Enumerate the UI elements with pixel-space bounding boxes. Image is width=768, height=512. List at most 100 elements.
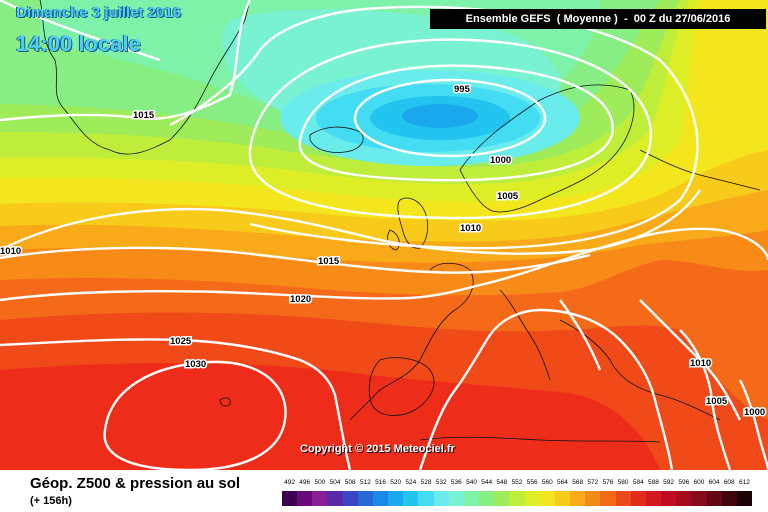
iberia-coast: [368, 357, 435, 416]
scale-swatch: [630, 491, 647, 506]
scale-label: 536: [450, 479, 462, 486]
isobar-1000-east: [738, 379, 768, 470]
scale-label: 512: [359, 479, 371, 486]
scale-label: 596: [678, 479, 690, 486]
scale-label: 576: [602, 479, 614, 486]
scale-swatch: [721, 491, 738, 506]
isobar-1005: [248, 38, 653, 220]
lead-time: (+ 156h): [30, 495, 72, 507]
forecast-date: Dimanche 3 juillet 2016: [16, 4, 182, 21]
scale-label: 516: [375, 479, 386, 486]
scale-label: 604: [708, 479, 720, 486]
scale-label: 612: [738, 479, 750, 486]
isobar-label: 995: [454, 84, 471, 95]
scale-label: 588: [648, 479, 659, 486]
isobar-label: 1025: [170, 336, 192, 347]
isobar-label: 1020: [290, 294, 311, 305]
isobar-1000: [298, 64, 614, 182]
scale-swatch: [479, 491, 495, 506]
scale-swatch: [433, 491, 450, 506]
scale-label: 496: [299, 479, 311, 486]
isobar-1025-b: [418, 308, 674, 470]
scale-swatch: [388, 491, 404, 506]
isobar-1020: [0, 227, 768, 302]
scale-swatch: [327, 491, 344, 506]
scale-swatch: [661, 491, 677, 506]
pressure-geopotential-map: 995 1000 1005 1010 1015 1015 1010 1020 1…: [0, 0, 768, 470]
isobar-label: 1015: [318, 256, 340, 267]
scale-swatch: [585, 491, 601, 506]
isobar-label: 1000: [490, 155, 511, 166]
scale-swatch: [448, 491, 465, 506]
scale-swatch: [691, 491, 707, 506]
scale-label: 520: [390, 479, 402, 486]
isobars: [0, 0, 768, 470]
scale-label: 564: [557, 479, 568, 486]
scale-swatch: [645, 491, 662, 506]
scale-label: 568: [572, 479, 584, 486]
isobar-1005-east: [679, 329, 732, 470]
scale-swatch: [570, 491, 586, 506]
france-coast: [349, 262, 474, 421]
azores-island: [219, 397, 231, 407]
scale-swatch: [372, 491, 389, 506]
scale-label: 560: [541, 479, 553, 486]
scale-label: 500: [314, 479, 326, 486]
scale-label: 532: [435, 479, 447, 486]
isobar-label: 1005: [706, 396, 728, 407]
africa-coast: [419, 436, 661, 443]
isobar-label: 1015: [133, 110, 155, 121]
copyright-notice: Copyright © 2015 Meteociel.fr: [300, 443, 455, 455]
isobar-label: 1005: [497, 191, 519, 202]
scale-swatch: [312, 491, 328, 506]
isobar-label: 1010: [460, 223, 481, 234]
scale-label: 556: [526, 479, 538, 486]
isobar-italy: [559, 299, 602, 371]
scale-label: 508: [344, 479, 356, 486]
isobar-1025-a: [0, 338, 352, 470]
isobar-labels: 995 1000 1005 1010 1015 1015 1010 1020 1…: [0, 83, 767, 420]
scale-swatch: [418, 491, 435, 506]
scale-swatch: [342, 491, 359, 506]
scale-label: 528: [420, 479, 432, 486]
scale-label: 600: [693, 479, 705, 486]
coastlines: [39, 0, 761, 443]
scale-swatch: [600, 491, 617, 506]
britain-coast: [397, 197, 429, 249]
scale-swatch: [676, 491, 692, 506]
italy-coast: [499, 289, 551, 381]
scale-label: 592: [663, 479, 675, 486]
scale-swatch: [539, 491, 556, 506]
scale-label: 524: [405, 479, 417, 486]
model-run-info: Ensemble GEFS ( Moyenne ) - 00 Z du 27/0…: [430, 9, 766, 29]
scale-label: 552: [511, 479, 523, 486]
legend-bar: Géop. Z500 & pression au sol (+ 156h) 49…: [0, 470, 768, 512]
isobar-label: 1010: [690, 358, 711, 369]
scale-label: 544: [481, 479, 493, 486]
scale-swatch: [463, 491, 480, 506]
scale-swatch: [706, 491, 723, 506]
scale-swatch: [736, 491, 753, 506]
scale-swatch: [282, 491, 298, 506]
scale-label: 504: [329, 479, 341, 486]
scale-swatch: [509, 491, 526, 506]
scale-swatch: [357, 491, 374, 506]
isobar-label: 1000: [744, 407, 765, 418]
field-title: Géop. Z500 & pression au sol: [30, 475, 241, 492]
scale-swatch: [494, 491, 510, 506]
isobar-label: 1010: [0, 246, 21, 257]
greenland-coast: [39, 0, 251, 155]
scale-swatch: [524, 491, 541, 506]
isobar-label: 1030: [185, 359, 206, 370]
isobar-1030: [103, 360, 287, 470]
isobar-1015-south: [0, 246, 591, 274]
forecast-local-time: 14:00 locale: [16, 31, 141, 56]
isobar-greenland: [0, 0, 161, 62]
scale-label: 608: [723, 479, 735, 486]
scale-label: 584: [632, 479, 644, 486]
scale-swatch: [615, 491, 632, 506]
balkans-coast: [559, 319, 721, 421]
ireland-coast: [387, 229, 400, 251]
russia-coast: [639, 149, 761, 191]
